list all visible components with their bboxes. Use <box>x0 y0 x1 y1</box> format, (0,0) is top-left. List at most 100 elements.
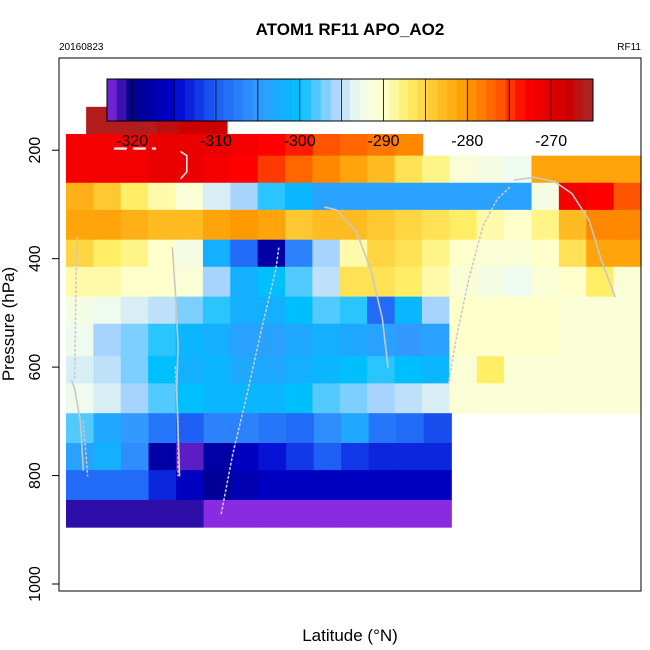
colorbar-tick-label: -270 <box>535 133 567 150</box>
colorbar-swatch <box>466 79 477 121</box>
heatmap-cell <box>175 133 204 157</box>
heatmap-cell <box>339 296 368 325</box>
flight-label: RF11 <box>617 42 641 53</box>
heatmap-cell <box>148 209 177 241</box>
colorbar-tick-label: -300 <box>284 133 316 150</box>
heatmap-cell <box>175 356 204 384</box>
heatmap-cell <box>449 296 478 325</box>
heatmap-cell <box>202 239 231 268</box>
heatmap-cell <box>340 133 369 157</box>
heatmap-cell <box>231 499 260 528</box>
heatmap-cell <box>339 182 368 211</box>
heatmap-cell <box>66 443 95 471</box>
heatmap-cell <box>394 383 423 414</box>
heatmap-cell <box>476 182 505 211</box>
heatmap-cell <box>148 182 177 211</box>
heatmap-cell <box>93 182 122 211</box>
colorbar-swatch <box>447 79 458 121</box>
heatmap-cell <box>394 155 423 184</box>
heatmap-cell <box>285 155 314 184</box>
colorbar-tick-label: -310 <box>200 133 232 150</box>
heatmap-cell <box>394 239 423 268</box>
heatmap-cell <box>367 209 396 241</box>
heatmap-cell <box>121 413 150 444</box>
heatmap-cell <box>258 499 287 528</box>
heatmap-cell <box>230 133 259 157</box>
flight-track-line <box>174 366 179 477</box>
heatmap-cell <box>313 470 342 501</box>
heatmap-cell <box>312 209 341 241</box>
y-tick-label: 400 <box>27 245 44 272</box>
heatmap-cell <box>613 155 642 184</box>
heatmap-cell <box>175 383 204 414</box>
heatmap-cell <box>93 413 122 444</box>
heatmap-cell <box>148 155 177 184</box>
heatmap-cell <box>203 413 232 444</box>
colorbar-swatch <box>437 79 448 121</box>
colorbar-swatch <box>554 79 565 121</box>
heatmap-cell <box>394 296 423 325</box>
colorbar-swatch <box>281 79 293 121</box>
heatmap-cell <box>423 470 452 501</box>
heatmap-cell <box>66 383 94 414</box>
heatmap-cell <box>504 209 533 241</box>
heatmap-cell <box>339 266 368 298</box>
heatmap-cell <box>558 383 587 414</box>
heatmap-cell <box>312 323 341 357</box>
heatmap-cells <box>66 106 642 528</box>
colorbar-swatch <box>408 79 419 121</box>
heatmap-cell <box>368 470 397 501</box>
heatmap-cell <box>148 413 177 444</box>
heatmap-cell <box>66 133 95 157</box>
colorbar-swatch <box>544 79 555 121</box>
heatmap-cell <box>120 239 149 268</box>
heatmap-cell <box>120 209 149 241</box>
heatmap-cell <box>202 155 231 184</box>
heatmap-cell <box>93 499 122 528</box>
heatmap-cell <box>93 133 122 157</box>
heatmap-cell <box>230 239 259 268</box>
heatmap-cell <box>421 209 450 241</box>
heatmap-cell <box>421 356 450 384</box>
heatmap-cell <box>313 499 342 528</box>
heatmap-cell <box>93 383 122 414</box>
heatmap-cell <box>613 323 642 357</box>
heatmap-cell <box>312 239 341 268</box>
colorbar-swatch <box>272 79 283 121</box>
colorbar-tick-label: -320 <box>116 133 148 150</box>
heatmap-cell <box>367 133 396 157</box>
heatmap-cell <box>286 443 315 471</box>
heatmap-cell <box>258 413 287 444</box>
heatmap-cell <box>176 470 205 501</box>
heatmap-cell <box>558 266 587 298</box>
heatmap-cell <box>394 356 423 384</box>
heatmap-cell <box>121 443 150 471</box>
heatmap-cell <box>558 356 587 384</box>
heatmap-cell <box>394 182 423 211</box>
heatmap-cell <box>257 133 286 157</box>
heatmap-cell <box>396 443 425 471</box>
heatmap-cell <box>339 323 368 357</box>
heatmap-cell <box>421 383 450 414</box>
flight-tracks <box>71 147 616 515</box>
heatmap-cell <box>202 209 231 241</box>
heatmap-cell <box>120 323 149 357</box>
heatmap-cell <box>257 323 286 357</box>
heatmap-cell <box>421 296 450 325</box>
heatmap-cell <box>613 296 642 325</box>
heatmap-cell <box>341 443 370 471</box>
heatmap-cell <box>120 383 149 414</box>
y-tick-label: 800 <box>27 462 44 489</box>
colorbar-swatch <box>515 79 526 121</box>
heatmap-cell <box>285 239 314 268</box>
heatmap-cell <box>285 209 314 241</box>
heatmap-cell <box>367 356 396 384</box>
heatmap-cell <box>504 383 533 414</box>
colorbar-swatch <box>320 79 332 121</box>
heatmap-cell <box>120 133 149 157</box>
colorbar-swatch <box>350 79 361 121</box>
heatmap-cell <box>531 209 560 241</box>
heatmap-cell <box>613 209 642 241</box>
heatmap-cell <box>66 323 94 357</box>
